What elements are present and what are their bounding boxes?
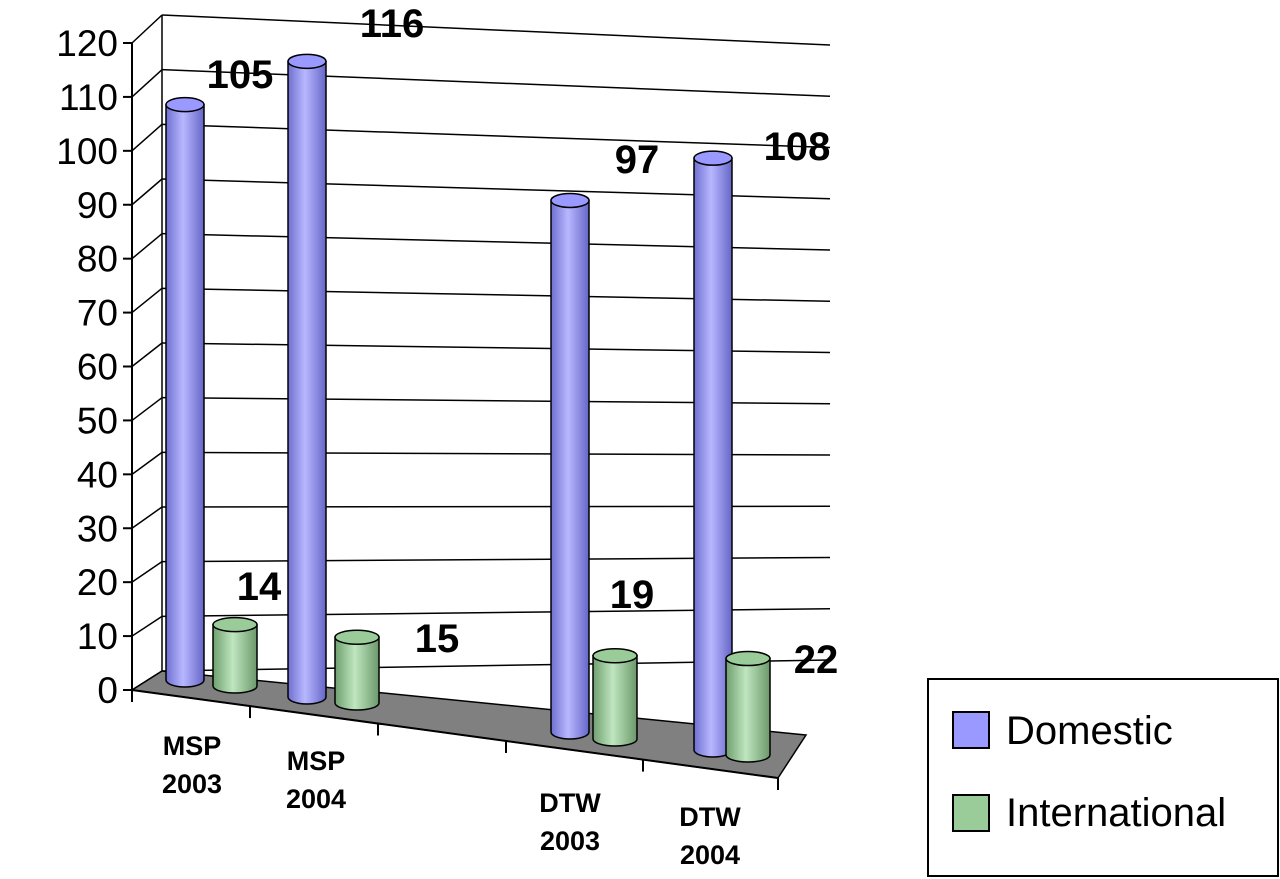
y-tick-label: 60: [77, 347, 118, 388]
bar-international: [592, 647, 638, 747]
y-tick-label: 110: [59, 77, 118, 118]
y-tick-label: 0: [97, 670, 118, 711]
gridline: [161, 14, 831, 46]
y-tick-label: 120: [56, 23, 118, 64]
gridline-side: [131, 178, 163, 206]
gridline-side: [131, 69, 163, 98]
data-label-domestic: 116: [360, 2, 425, 46]
gridline-side: [131, 561, 163, 583]
y-axis-ticks: 0 10 20 30 40 50 60 70 80 90 100 110 120: [56, 23, 132, 711]
bar-domestic: [165, 96, 205, 688]
bar-domestic: [550, 192, 590, 740]
category-label: 2003: [540, 826, 600, 856]
data-label-international: 15: [415, 617, 460, 661]
gridline: [161, 123, 831, 149]
category-label: DTW: [539, 788, 601, 818]
data-label-domestic: 97: [615, 138, 660, 182]
y-tick-label: 30: [77, 508, 118, 549]
category-label: MSP: [163, 731, 222, 761]
y-tick-label: 20: [77, 562, 118, 603]
gridline-side: [131, 342, 163, 368]
y-tick-label: 70: [77, 293, 118, 334]
gridline-side: [131, 506, 163, 529]
legend-label-domestic: Domestic: [1006, 709, 1173, 753]
bar-domestic: [287, 53, 327, 705]
data-labels: 105 116 97 108 14 15 19 22: [207, 2, 839, 682]
y-tick-label: 40: [77, 454, 118, 495]
gridline: [161, 68, 831, 97]
gridline-side: [131, 451, 163, 475]
data-label-domestic: 105: [207, 53, 274, 97]
axes: [131, 15, 163, 690]
x-axis-line: [131, 689, 779, 779]
data-label-domestic: 108: [764, 125, 831, 169]
legend-swatch-international: [952, 794, 990, 832]
y-tick-label: 10: [77, 616, 118, 657]
category-label: DTW: [679, 802, 741, 832]
category-labels: MSP 2003 MSP 2004 DTW 2003 DTW 2004: [162, 731, 741, 870]
data-label-international: 22: [794, 638, 839, 682]
y-tick-label: 80: [77, 239, 118, 280]
legend-label-international: International: [1006, 791, 1226, 835]
legend-swatch-domestic: [952, 711, 990, 749]
gridline-side: [131, 615, 163, 637]
category-label: 2004: [680, 840, 740, 870]
category-label: 2003: [162, 769, 222, 799]
gridline-side: [131, 123, 163, 152]
data-label-international: 14: [237, 565, 282, 609]
y-tick-label: 90: [77, 185, 118, 226]
y-tick-label: 100: [56, 131, 118, 172]
gridline-side: [131, 397, 163, 422]
bar-international: [725, 650, 771, 763]
y-tick-label: 50: [77, 400, 118, 441]
gridline-side: [131, 233, 163, 260]
category-label: 2004: [286, 784, 346, 814]
category-label: MSP: [287, 746, 346, 776]
data-label-international: 19: [610, 573, 655, 617]
gridline-side: [131, 287, 163, 314]
bar-international: [212, 616, 258, 694]
bar-international: [334, 629, 380, 711]
legend: Domestic International: [927, 678, 1279, 877]
bars: [165, 53, 771, 763]
gridline-side: [131, 14, 163, 44]
